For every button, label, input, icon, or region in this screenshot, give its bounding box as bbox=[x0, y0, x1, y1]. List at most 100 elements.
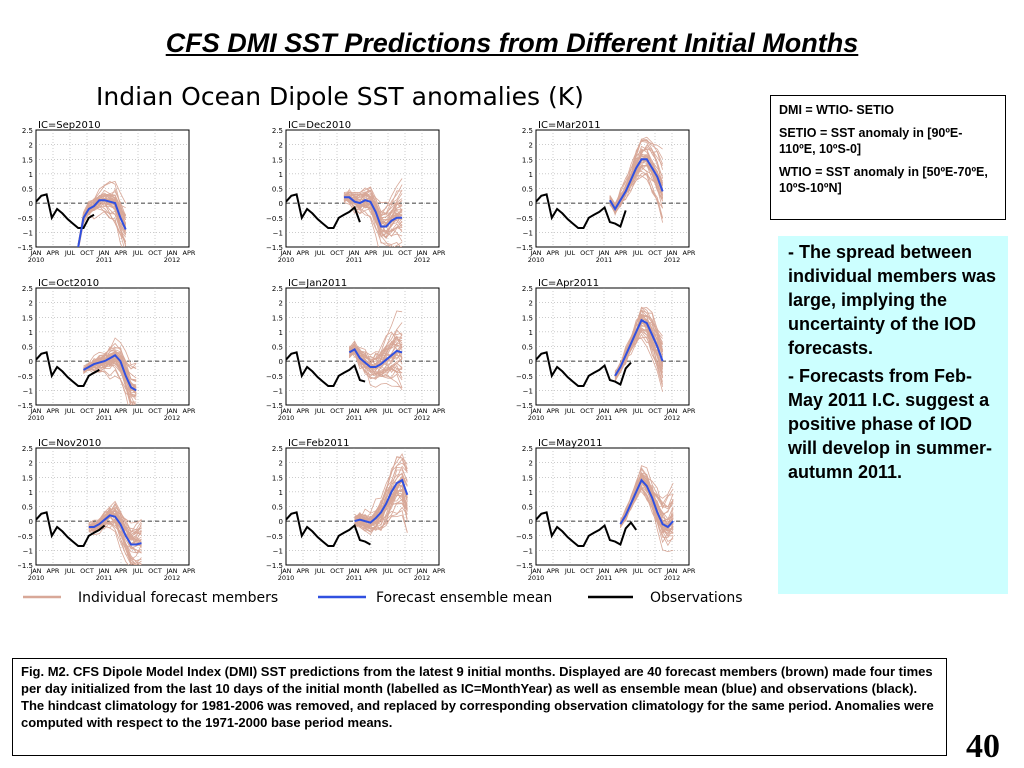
x-year-label: 2012 bbox=[664, 414, 681, 422]
x-tick-label: APR bbox=[433, 407, 446, 415]
legend-label: Individual forecast members bbox=[78, 590, 278, 606]
x-tick-label: APR bbox=[47, 249, 60, 257]
y-tick-label: 1 bbox=[529, 489, 533, 497]
x-tick-label: APR bbox=[683, 567, 696, 575]
note-forecast: - Forecasts from Feb-May 2011 I.C. sugge… bbox=[788, 366, 993, 482]
y-tick-label: 1.5 bbox=[522, 156, 533, 164]
x-year-label: 2011 bbox=[346, 256, 363, 264]
x-tick-label: OCT bbox=[148, 249, 162, 257]
y-tick-label: 0 bbox=[279, 518, 283, 526]
y-tick-label: 2 bbox=[29, 460, 33, 468]
y-tick-label: −0.5 bbox=[18, 533, 33, 541]
panel-frame bbox=[35, 447, 190, 566]
x-tick-label: APR bbox=[47, 407, 60, 415]
y-tick-label: 1 bbox=[279, 329, 283, 337]
y-tick-label: −1.5 bbox=[266, 562, 283, 570]
y-tick-label: −1 bbox=[523, 229, 533, 237]
x-year-label: 2010 bbox=[278, 256, 295, 264]
panel-frame bbox=[285, 447, 440, 566]
x-tick-label: APR bbox=[297, 249, 310, 257]
forecast-member-line bbox=[88, 502, 142, 537]
x-year-label: 2012 bbox=[414, 256, 431, 264]
x-tick-label: OCT bbox=[330, 407, 344, 415]
y-tick-label: −1.5 bbox=[18, 562, 33, 570]
x-tick-label: JAN bbox=[29, 567, 41, 575]
x-tick-label: JUL bbox=[314, 249, 326, 257]
y-tick-label: 0.5 bbox=[272, 186, 283, 194]
x-year-label: 2012 bbox=[164, 256, 181, 264]
x-tick-label: APR bbox=[433, 249, 446, 257]
panel-ic-label: IC=Sep2010 bbox=[38, 120, 101, 131]
x-tick-label: OCT bbox=[148, 407, 162, 415]
figure-caption: Fig. M2. CFS Dipole Model Index (DMI) SS… bbox=[12, 658, 947, 756]
y-tick-label: 1 bbox=[29, 171, 33, 179]
y-tick-label: 0 bbox=[529, 200, 533, 208]
slide-title: CFS DMI SST Predictions from Different I… bbox=[165, 28, 859, 58]
x-tick-label: JUL bbox=[564, 249, 576, 257]
x-year-label: 2011 bbox=[346, 414, 363, 422]
x-year-label: 2011 bbox=[96, 256, 113, 264]
x-tick-label: OCT bbox=[330, 249, 344, 257]
y-tick-label: −1.5 bbox=[18, 244, 33, 252]
forecast-member-line bbox=[349, 343, 403, 381]
x-year-label: 2010 bbox=[28, 414, 45, 422]
panel-series bbox=[286, 310, 403, 391]
y-tick-label: 1 bbox=[279, 489, 283, 497]
forecast-member-line bbox=[620, 488, 674, 547]
y-tick-label: −1 bbox=[523, 387, 533, 395]
forecast-member-line bbox=[354, 456, 408, 521]
forecast-member-line bbox=[88, 507, 142, 546]
x-year-label: 2011 bbox=[596, 574, 613, 582]
panel-series bbox=[286, 178, 403, 247]
y-tick-label: 0 bbox=[529, 358, 533, 366]
x-tick-label: JAN bbox=[665, 249, 677, 257]
x-tick-label: OCT bbox=[330, 567, 344, 575]
ensemble-mean-line bbox=[83, 354, 137, 392]
y-tick-label: 0 bbox=[29, 518, 33, 526]
y-tick-label: −1.5 bbox=[516, 562, 533, 570]
panel-ic-label: IC=Nov2010 bbox=[38, 438, 101, 449]
x-tick-label: APR bbox=[615, 567, 628, 575]
x-tick-label: JAN bbox=[165, 249, 177, 257]
panel-frame bbox=[535, 129, 690, 248]
ensemble-mean-line bbox=[354, 478, 409, 524]
y-tick-label: 2.5 bbox=[22, 127, 33, 135]
x-tick-label: OCT bbox=[398, 567, 412, 575]
x-tick-label: OCT bbox=[80, 249, 94, 257]
legend-label: Forecast ensemble mean bbox=[376, 590, 552, 606]
x-tick-label: JAN bbox=[597, 567, 609, 575]
ensemble-mean-line bbox=[609, 158, 664, 211]
y-tick-label: −1 bbox=[23, 387, 33, 395]
panel-frame bbox=[535, 287, 690, 406]
panel-frame bbox=[35, 287, 190, 406]
forecast-member-line bbox=[349, 331, 403, 362]
x-tick-label: JUL bbox=[314, 567, 326, 575]
x-tick-label: APR bbox=[47, 567, 60, 575]
y-tick-label: 2.5 bbox=[522, 445, 533, 453]
y-tick-label: 2 bbox=[279, 300, 283, 308]
forecast-member-line bbox=[77, 210, 125, 247]
x-tick-label: OCT bbox=[580, 567, 594, 575]
x-tick-label: JUL bbox=[632, 249, 644, 257]
observations-line bbox=[36, 193, 95, 229]
y-tick-label: 2 bbox=[29, 300, 33, 308]
y-tick-label: 0 bbox=[29, 200, 33, 208]
y-tick-label: 0 bbox=[279, 358, 283, 366]
x-tick-label: JAN bbox=[415, 407, 427, 415]
y-tick-label: 2 bbox=[529, 460, 533, 468]
ensemble-mean-line bbox=[88, 514, 142, 546]
forecast-member-line bbox=[354, 491, 408, 527]
ensemble-mean-line bbox=[348, 348, 403, 368]
y-tick-label: −1.5 bbox=[266, 244, 283, 252]
x-year-label: 2010 bbox=[528, 574, 545, 582]
y-tick-label: −1 bbox=[273, 387, 283, 395]
x-year-label: 2012 bbox=[164, 574, 181, 582]
y-tick-label: −0.5 bbox=[516, 373, 533, 381]
panel-series bbox=[286, 453, 409, 547]
observations-line bbox=[286, 351, 366, 387]
y-tick-label: 0.5 bbox=[522, 344, 533, 352]
y-tick-label: 2.5 bbox=[272, 285, 283, 293]
